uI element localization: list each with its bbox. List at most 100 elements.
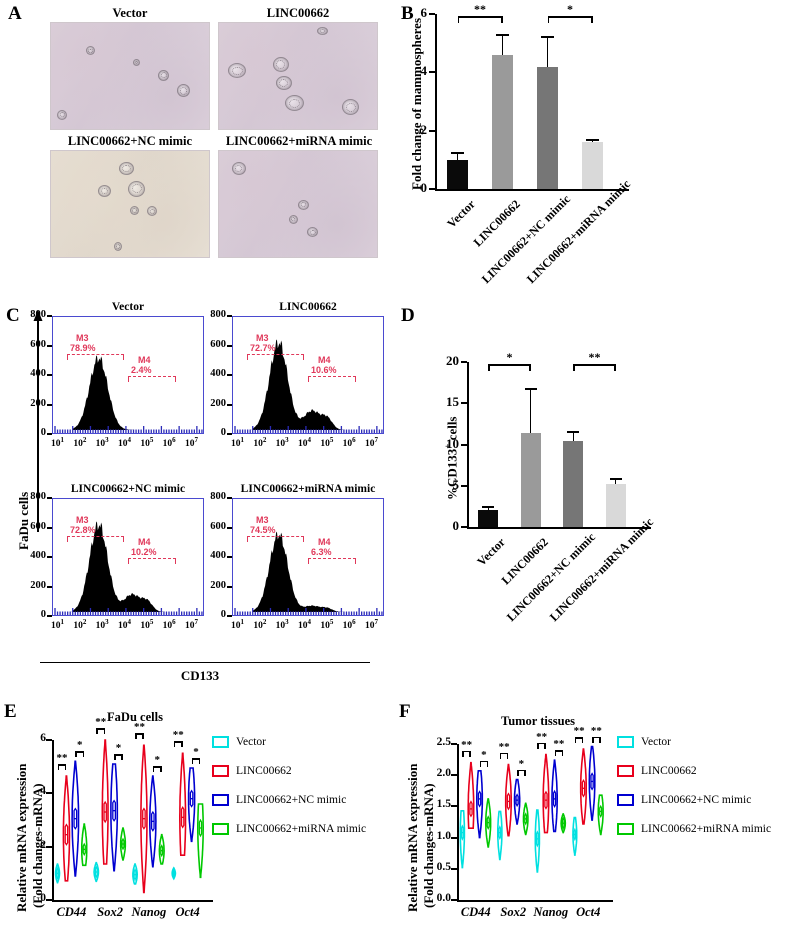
gate-m4-bracket-2 [128,558,176,564]
gate-m3-value-3: 74.5% [250,525,276,535]
y-tick-label: 0.0 [436,892,451,904]
legend-label-2: LINC00662+NC mimic [641,794,752,806]
flow-y-tick [47,497,52,499]
gate-m4-label-3: M4 [318,537,331,547]
gene-label-0: CD44 [460,905,491,919]
violin-0-3 [485,798,492,848]
flow-y-label: 0 [40,427,46,438]
violin-2-3 [158,833,165,865]
violin-1-3 [522,802,529,836]
violin-median-box-3-3 [198,818,203,838]
y-tick-label: 0 [420,180,428,195]
flow-y-tick [227,433,232,435]
violin-shapes [54,739,204,894]
gate-m4-value-3: 6.3% [311,547,332,557]
violin-median-box-1-1 [103,800,107,824]
violin-3-0 [572,816,578,856]
y-tick [46,845,52,848]
x-axis-line [457,900,613,902]
bracket-line [96,728,106,730]
significance-bracket-2-5 [554,750,564,757]
bar-2 [537,66,558,189]
violin-1-3 [119,827,127,861]
flow-x-label-3: 104 [298,436,311,450]
bracket-right-tick [544,742,546,749]
legend-item-2: LINC00662+NC mimic [617,794,751,806]
violin-3-2 [588,745,596,821]
flow-x-label-4: 105 [320,618,334,632]
bracket-left-tick [574,737,577,743]
significance-bracket-3-6 [574,737,584,743]
bracket-right-tick [486,760,489,767]
error-bar-1 [502,33,503,55]
bracket-right-tick [500,16,503,23]
bracket-line [547,16,593,18]
y-tick [461,443,467,446]
gate-m3-bracket-3 [247,536,304,542]
significance-label-3-7: * [193,746,199,758]
legend-label-2: LINC00662+NC mimic [236,794,347,806]
bracket-left-tick [173,741,176,748]
violin-median-box-3-3 [599,804,603,819]
legend-swatch-3 [617,823,634,835]
bracket-left-tick [96,728,98,734]
flow-y-tick [47,433,52,435]
flow-y-tick [47,403,52,406]
bracket-right-tick [64,764,67,770]
gene-label-2: Nanog [131,905,167,919]
bracket-right-tick [198,758,201,764]
flow-histogram-0 [53,355,203,430]
flow-y-label: 400 [30,368,46,379]
flow-histogram-2 [53,521,203,612]
flow-x-label-6: 107 [365,618,378,632]
flow-x-label-5: 106 [162,436,176,450]
y-tick-label: 2 [40,838,46,851]
panel-f: F Tumor tissues Relative mRNA expression… [395,700,798,936]
flow-x-label-2: 103 [275,618,289,632]
y-tick [451,867,457,870]
bracket-right-tick [103,728,106,734]
bracket-line [499,752,509,755]
violin-median-box-0-3 [82,842,86,857]
panel-d: D %CD133+ cells 0 5 10 15 20 Vector LINC00662 L… [395,300,798,700]
bracket-line [152,766,162,768]
x-category-label-3: LINC00662+miRNA mimic [523,176,633,287]
y-tick [451,743,457,745]
flow-y-label: 0 [40,609,46,620]
flow-x-label-1: 102 [73,436,87,450]
violin-median-box-3-2 [189,789,194,808]
legend-item-3: LINC00662+miRNA mimic [617,823,771,835]
y-tick [429,188,435,190]
y-tick-label: 4 [40,785,46,798]
legend-swatch-2 [617,794,634,806]
y-axis-line [435,14,437,191]
violin-median-box-0-2 [477,790,482,808]
flow-x-label-1: 102 [253,618,267,632]
panel-c-yaxis-arrow [33,310,43,532]
y-tick [461,402,467,405]
significance-bracket-1-2 [96,728,106,734]
violin-3-1 [579,748,587,825]
y-tick [451,774,457,777]
significance-bracket-2-5 [152,766,162,772]
bar-2 [563,441,584,527]
gate-m3-value-2: 72.8% [70,525,96,535]
gate-m4-label-1: M4 [318,355,331,365]
error-cap-0 [451,151,464,154]
violin-3-1 [179,752,187,856]
flow-x-label-0: 101 [51,436,64,450]
significance-bracket-0-0 [57,764,67,770]
flow-plot-2 [52,498,204,616]
violin-median-box-2-2 [150,810,155,832]
significance-bracket-3-7 [592,736,601,743]
x-category-label-3: LINC00662+miRNA mimic [546,514,656,625]
violin-2-3 [560,813,567,834]
significance-bracket-1-3 [517,769,526,776]
violin-2-2 [149,775,157,868]
flow-y-label: 400 [30,550,46,561]
violin-median-box-0-1 [469,800,473,818]
error-cap-3 [586,138,599,141]
violin-median-box-0-1 [64,823,69,846]
flow-y-label: 600 [30,338,46,350]
significance-label-1-2: ** [498,740,510,753]
